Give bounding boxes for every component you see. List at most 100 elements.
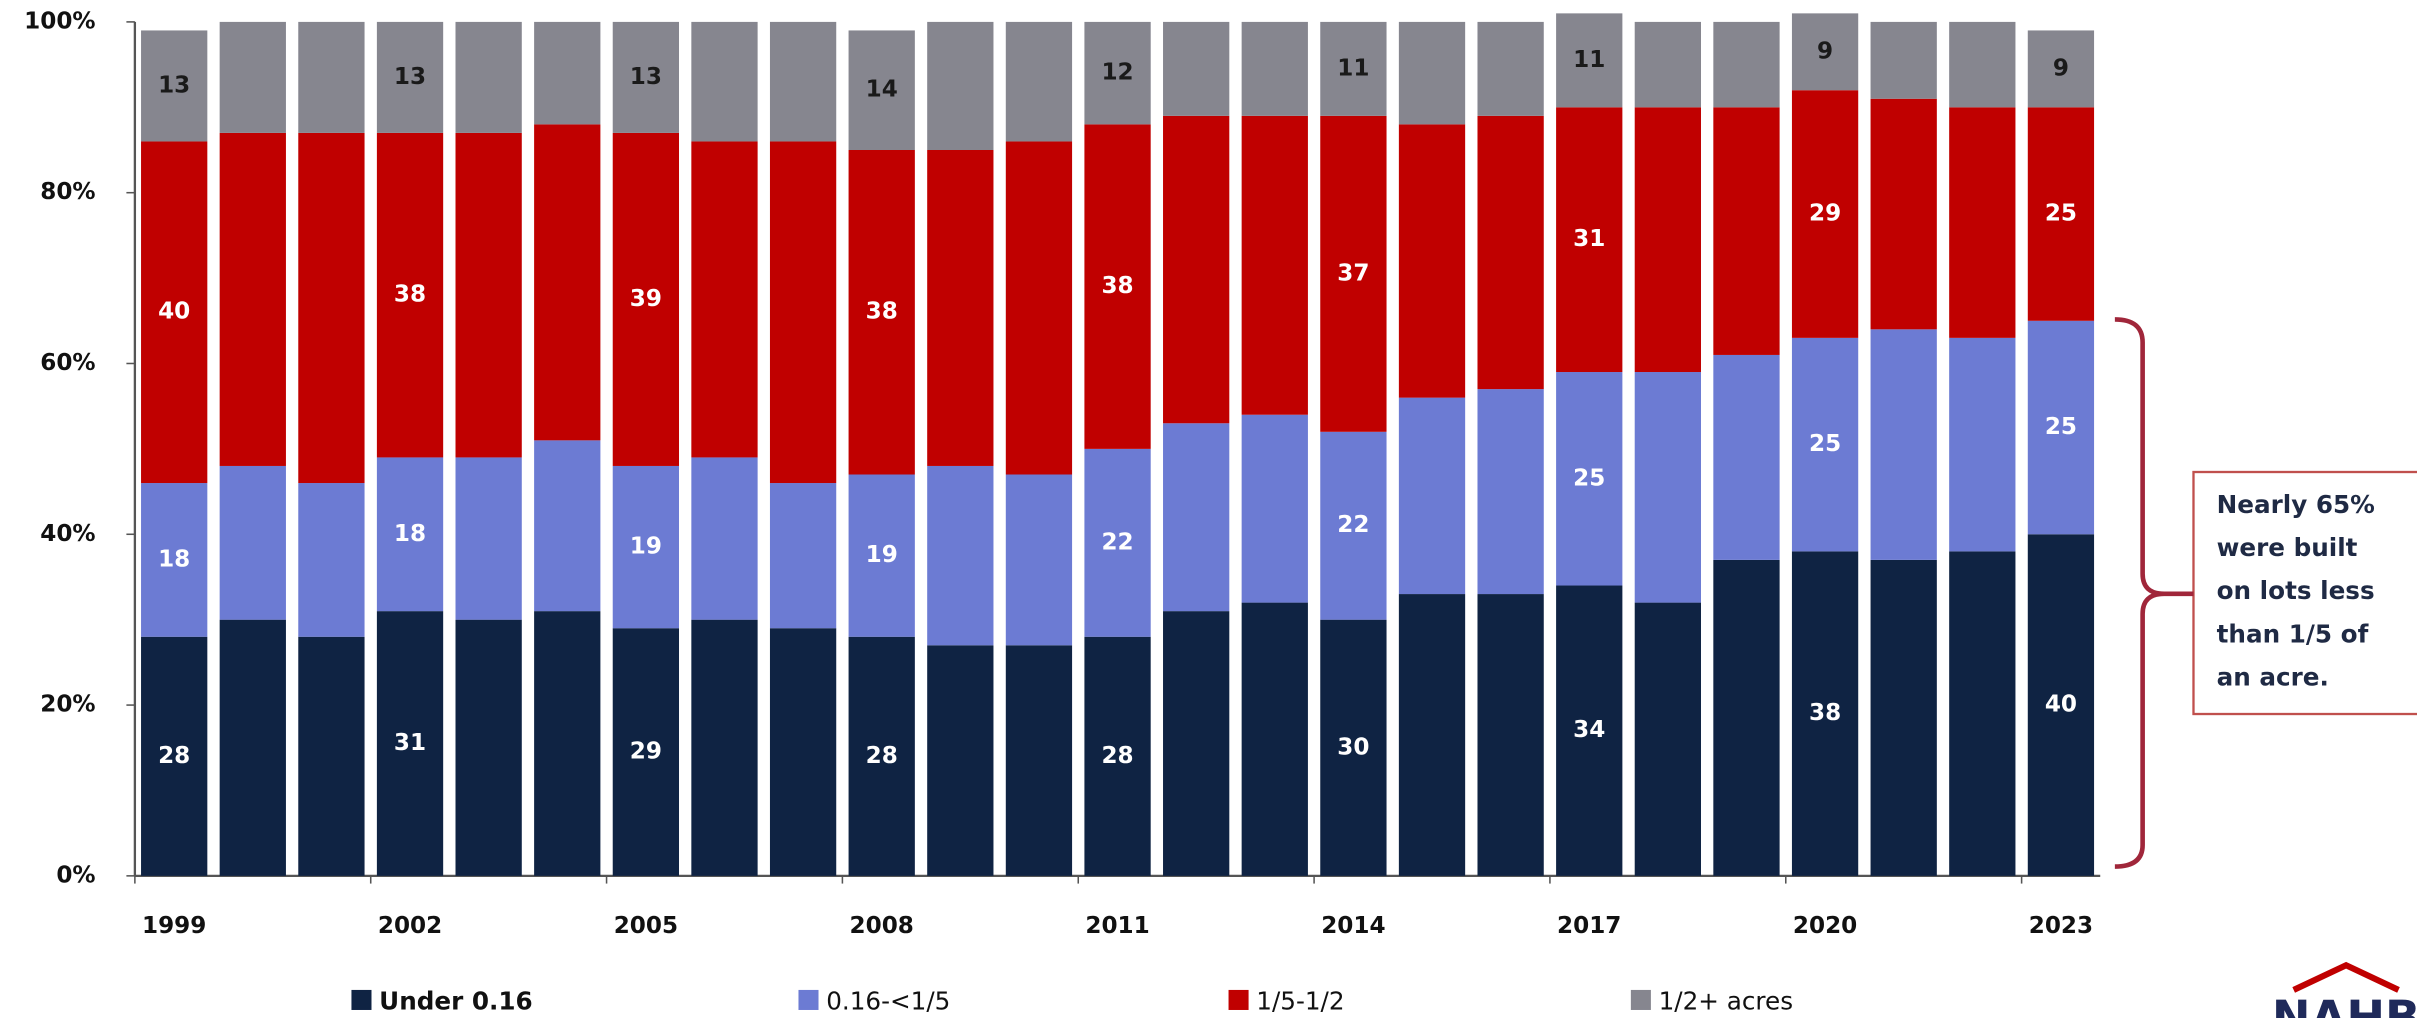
legend-label: 1/2+ acres (1659, 986, 1793, 1015)
data-label: 19 (866, 542, 898, 568)
y-tick-label: 80% (40, 179, 95, 205)
bar-segment (1634, 21, 1701, 108)
bar-segment (1163, 423, 1230, 612)
bar-segment (612, 465, 680, 629)
bar-segment (769, 483, 837, 629)
y-tick-label: 100% (24, 8, 95, 34)
bar-segment (1949, 337, 2016, 552)
bar-segment (1084, 124, 1151, 449)
legend-label: Under 0.16 (379, 986, 533, 1015)
bar-segment (612, 132, 680, 466)
x-tick-label: 1999 (142, 913, 206, 939)
x-tick-label: 2017 (1557, 913, 1621, 939)
bar-segment (1398, 21, 1466, 125)
data-label: 28 (158, 743, 190, 769)
bar-segment (1949, 21, 2016, 108)
bar-segment (927, 645, 994, 876)
bar-segment (455, 132, 522, 458)
data-label: 38 (1809, 700, 1841, 726)
bar-segment (1713, 559, 1780, 876)
data-label: 25 (1809, 431, 1841, 457)
data-label: 31 (1573, 226, 1605, 252)
logo-roof (2292, 961, 2400, 993)
bar-segment (1163, 21, 1230, 116)
bar-segment (927, 149, 994, 466)
bar-segment (691, 21, 758, 142)
bar-segment (1084, 448, 1151, 637)
y-tick-label: 20% (40, 692, 95, 718)
data-label: 38 (1101, 273, 1133, 299)
bar-segment (612, 21, 680, 133)
data-label: 38 (394, 282, 426, 308)
legend-swatch (351, 989, 372, 1010)
data-label: 12 (1101, 60, 1133, 86)
bar-segment (141, 636, 208, 876)
x-tick-label: 2002 (378, 913, 442, 939)
data-label: 40 (2045, 692, 2077, 718)
data-label: 11 (1337, 55, 1369, 81)
data-label: 18 (394, 521, 426, 547)
annotation-text: on lots less (2217, 576, 2375, 605)
bar-segment (1005, 645, 1073, 876)
bar-segment (1870, 98, 1937, 330)
legend-label: 0.16-<1/5 (826, 986, 950, 1015)
bar-segment (2027, 107, 2095, 321)
bar-segment (219, 132, 286, 466)
x-tick-label: 2023 (2029, 913, 2093, 939)
bar-segment (2027, 30, 2095, 108)
data-label: 25 (2045, 201, 2077, 227)
data-label: 29 (1809, 201, 1841, 227)
legend-swatch (1630, 989, 1651, 1010)
bar-segment (1398, 594, 1466, 876)
bar-segment (376, 457, 444, 612)
bar-segment (298, 132, 365, 484)
bar-segment (1870, 559, 1937, 876)
bar-segment (848, 636, 915, 876)
bar-segment (1320, 431, 1387, 620)
bar-segment (455, 619, 522, 876)
bar-segment (1163, 115, 1230, 424)
data-label: 22 (1337, 512, 1369, 538)
bar-segment (376, 21, 444, 133)
x-tick-label: 2011 (1085, 913, 1149, 939)
bar-segment (1005, 141, 1073, 475)
bar-segment (1398, 397, 1466, 595)
logo: NAHB (2272, 990, 2417, 1018)
bar-segment (1556, 13, 1623, 108)
data-label: 9 (1817, 38, 1833, 64)
bar-segment (534, 440, 601, 612)
bar-segment (1477, 115, 1544, 390)
bar-segment (1005, 474, 1073, 646)
bar-segment (534, 21, 601, 125)
x-tick-label: 2008 (850, 913, 914, 939)
bar-segment (1634, 107, 1701, 373)
data-label: 25 (1573, 465, 1605, 491)
bar-segment (691, 457, 758, 620)
bar-segment (1477, 594, 1544, 876)
data-label: 14 (866, 77, 898, 103)
x-tick-label: 2005 (614, 913, 678, 939)
bar-segment (1791, 90, 1859, 338)
bar-segment (1556, 585, 1623, 876)
data-label: 28 (1101, 743, 1133, 769)
bar-segment (534, 611, 601, 876)
annotation-text: than 1/5 of (2217, 619, 2369, 648)
x-tick-label: 2020 (1793, 913, 1857, 939)
legend-swatch (1228, 989, 1249, 1010)
bar-segment (1870, 329, 1937, 560)
bar-segment (376, 132, 444, 458)
bar-segment (1163, 611, 1230, 876)
y-tick-label: 40% (40, 521, 95, 547)
bar-segment (769, 628, 837, 876)
annotation-text: an acre. (2217, 663, 2329, 692)
bar-segment (1241, 414, 1308, 603)
bar-segment (1791, 551, 1859, 876)
data-label: 13 (158, 72, 190, 98)
annotation-box (2192, 470, 2417, 716)
data-label: 13 (394, 64, 426, 90)
bar-segment (2027, 320, 2095, 535)
data-label: 11 (1573, 47, 1605, 73)
data-label: 19 (630, 534, 662, 560)
bar-segment (927, 21, 994, 150)
bar-segment (1634, 372, 1701, 603)
